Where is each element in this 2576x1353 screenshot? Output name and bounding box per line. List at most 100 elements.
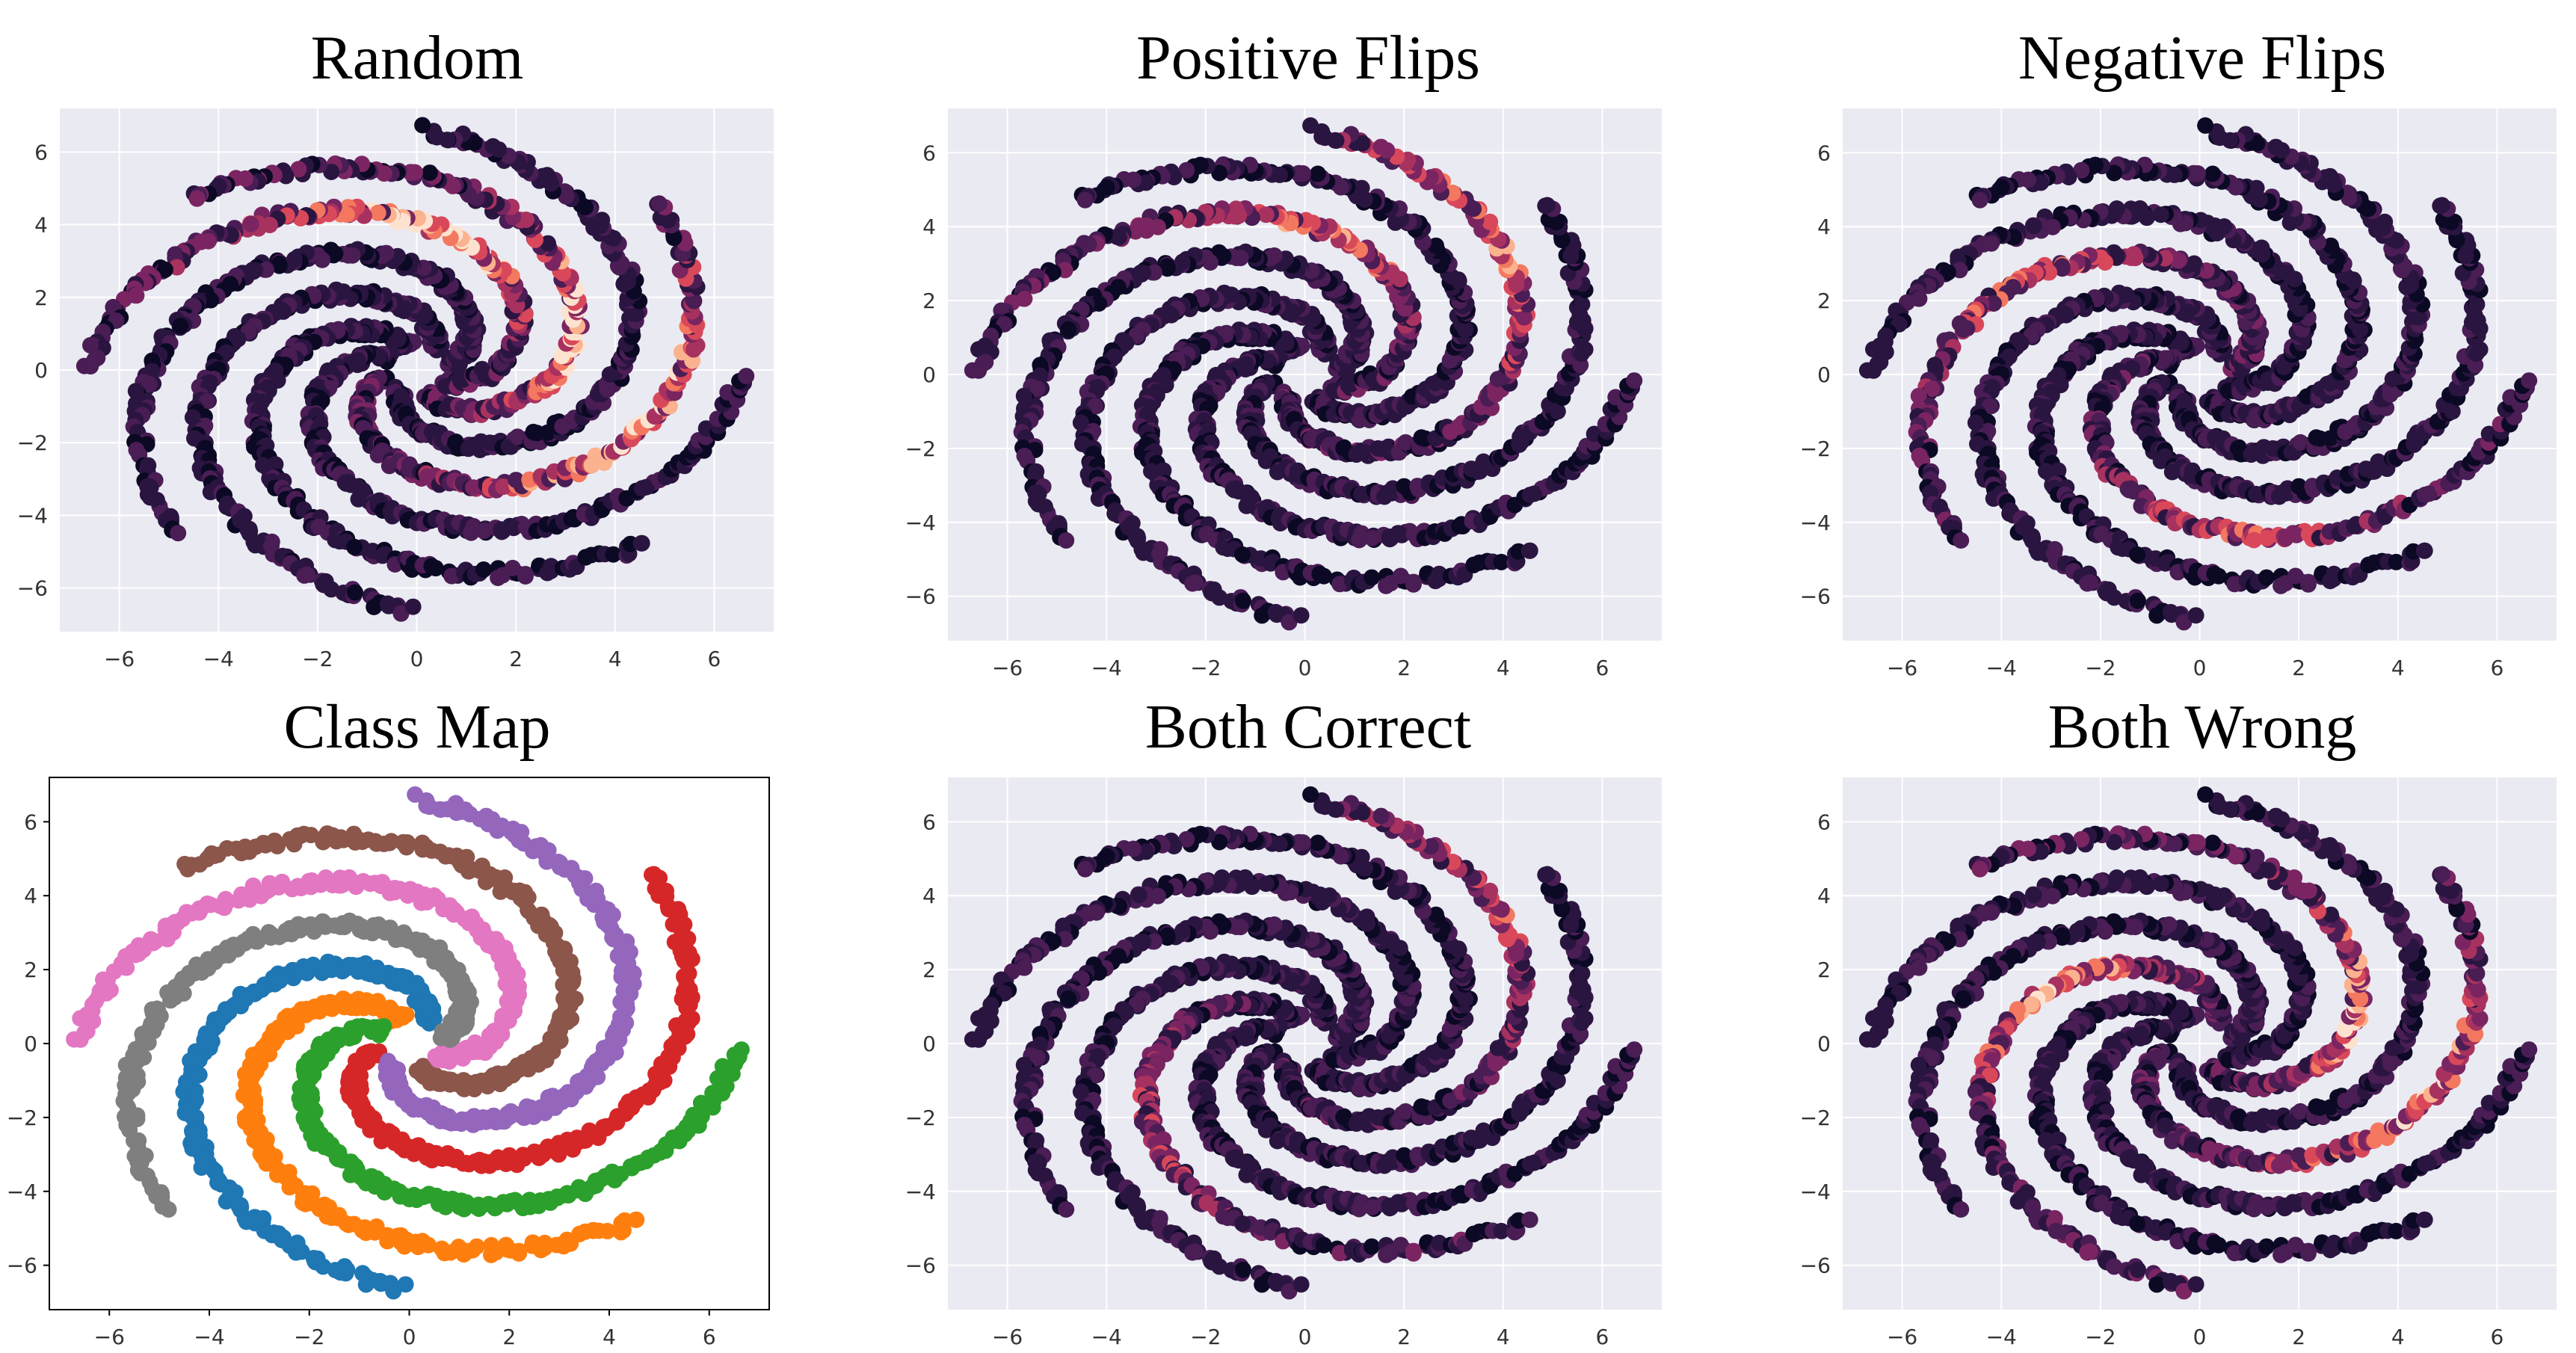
scatter-point (2129, 546, 2146, 563)
scatter-point (517, 566, 534, 582)
scatter-point (484, 138, 502, 155)
scatter-point (369, 204, 386, 221)
scatter-point (1186, 574, 1204, 591)
scatter-point (1475, 453, 1492, 470)
scatter-point (1302, 117, 1319, 134)
scatter-point (2197, 117, 2214, 134)
scatter-point (392, 605, 410, 622)
x-tick-label: −2 (1190, 656, 1221, 680)
y-tick-label: −4 (905, 511, 936, 535)
scatter-point (2148, 607, 2166, 624)
scatter-point (638, 478, 655, 496)
scatter-point (594, 212, 611, 229)
y-tick-label: 2 (922, 289, 936, 313)
x-tick-label: −4 (1091, 656, 1122, 680)
y-tick-label: 0 (922, 363, 936, 387)
scatter-point (2416, 542, 2433, 559)
x-tick-label: −4 (203, 647, 234, 671)
scatter-point (605, 546, 622, 563)
scatter-point (1058, 532, 1075, 549)
x-tick-label: −2 (302, 647, 333, 671)
y-tick-label: −6 (905, 585, 936, 609)
x-tick-label: 0 (410, 647, 424, 671)
scatter-point (298, 566, 315, 583)
scatter-point (443, 567, 460, 585)
scatter-point (2130, 592, 2146, 609)
scatter-point (2267, 138, 2284, 155)
scatter-point (475, 561, 492, 578)
y-tick-label: −4 (17, 503, 48, 528)
x-tick-label: −6 (992, 656, 1023, 680)
scatter-point (188, 190, 206, 207)
scatter-point (2433, 197, 2450, 214)
y-tick-label: −2 (905, 437, 936, 461)
scatter-point (1076, 191, 1094, 209)
scatter-point (156, 261, 173, 278)
scatter-point (2258, 569, 2275, 586)
scatter-point (1130, 218, 1147, 235)
x-tick-label: 4 (608, 647, 622, 671)
scatter-point (128, 287, 145, 304)
y-tick-label: 6 (34, 140, 48, 164)
scatter-point (1235, 592, 1251, 609)
scatter-point (1372, 138, 1390, 155)
y-tick-label: 4 (34, 213, 48, 238)
scatter-point (534, 167, 551, 185)
x-tick-label: 6 (708, 647, 721, 671)
scatter-point (172, 317, 189, 334)
scatter-point (347, 584, 363, 601)
y-tick-label: 0 (34, 358, 48, 383)
scatter-point (587, 447, 604, 464)
x-tick-label: 4 (1497, 656, 1510, 680)
x-tick-label: 6 (1596, 656, 1609, 680)
scatter-point (290, 161, 307, 178)
scatter-point (414, 117, 431, 134)
scatter-point (2081, 574, 2098, 591)
scatter-point (2370, 453, 2387, 470)
scatter-point (556, 183, 573, 200)
x-tick-label: 2 (1397, 656, 1411, 680)
scatter-point (563, 511, 580, 528)
subplot-title: Random (311, 23, 524, 93)
scatter-point (404, 598, 422, 615)
scatter-point (685, 292, 703, 309)
scatter-point (82, 336, 99, 354)
x-tick-label: −6 (104, 647, 135, 671)
scatter-point (650, 195, 668, 212)
scatter-point (1364, 569, 1380, 586)
scatter-point (170, 525, 187, 542)
scatter-point (1292, 607, 1310, 624)
scatter-point (1378, 577, 1395, 594)
scatter-point (336, 474, 354, 491)
y-tick-label: 2 (34, 286, 48, 310)
subplot-random: −6 −4 −2 0 2 4 6 −6 −4 −2 0 2 4 6 Random (17, 23, 774, 671)
scatter-point (465, 479, 482, 496)
scatter-point (427, 560, 444, 577)
scatter-point (1309, 165, 1326, 182)
y-tick-label: −6 (17, 576, 48, 601)
scatter-point (495, 478, 512, 496)
scatter-point (2187, 607, 2204, 624)
scatter-point (1482, 213, 1499, 230)
scatter-point (2521, 372, 2538, 389)
scatter-point (505, 520, 523, 537)
scatter-point (323, 164, 340, 180)
scatter-point (2273, 577, 2290, 594)
scatter-point (2376, 213, 2394, 230)
scatter-point (1626, 372, 1643, 389)
scatter-point (366, 599, 383, 615)
scatter-point (504, 559, 521, 576)
scatter-point (1257, 206, 1275, 224)
y-tick-label: 4 (922, 215, 936, 239)
scatter-point (509, 428, 526, 446)
scatter-point (1060, 321, 1077, 338)
scatter-point (490, 570, 507, 586)
scatter-point (1521, 542, 1538, 559)
scatter-point (421, 164, 438, 182)
scatter-point (463, 524, 480, 541)
y-tick-label: −2 (17, 431, 48, 455)
x-tick-label: 2 (509, 647, 523, 671)
scatter-point (1538, 197, 1556, 214)
